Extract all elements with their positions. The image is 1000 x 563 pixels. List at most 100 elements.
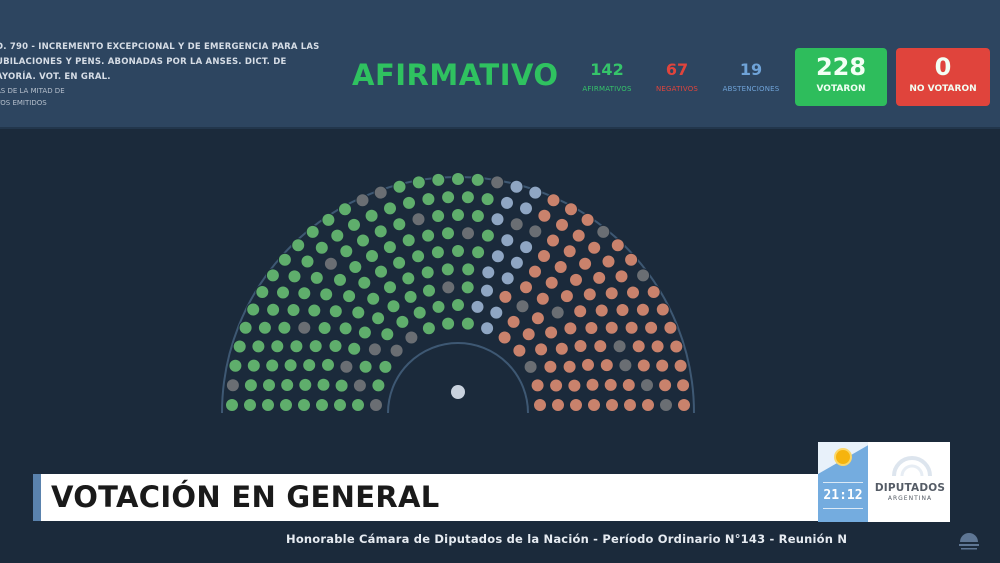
seat bbox=[257, 320, 272, 335]
seat bbox=[615, 303, 630, 317]
seat bbox=[380, 327, 395, 342]
seat bbox=[460, 280, 475, 295]
seat bbox=[333, 398, 347, 412]
seat bbox=[655, 302, 670, 317]
vote-header-panel: D. 790 - INCREMENTO EXCEPCIONAL Y DE EME… bbox=[0, 0, 1000, 129]
seat bbox=[277, 252, 292, 267]
seat bbox=[521, 327, 536, 342]
seat bbox=[371, 378, 386, 393]
seat bbox=[544, 325, 559, 340]
seat bbox=[592, 270, 607, 285]
seat bbox=[291, 238, 306, 253]
seat bbox=[605, 398, 619, 412]
news-ticker: Honorable Cámara de Diputados de la Naci… bbox=[286, 532, 848, 546]
seat bbox=[374, 264, 388, 279]
seat bbox=[251, 339, 266, 354]
seat bbox=[585, 377, 600, 392]
seat bbox=[650, 339, 665, 354]
seat bbox=[596, 224, 611, 239]
seat bbox=[535, 291, 550, 306]
seat bbox=[404, 330, 419, 345]
seat bbox=[232, 339, 247, 354]
seat bbox=[289, 339, 304, 354]
seat bbox=[480, 283, 494, 298]
seat bbox=[243, 398, 257, 412]
seat bbox=[677, 398, 691, 412]
seat bbox=[355, 193, 370, 208]
seat bbox=[509, 179, 524, 194]
seat bbox=[297, 398, 311, 412]
seat bbox=[480, 321, 495, 336]
seat bbox=[364, 208, 379, 223]
seat bbox=[490, 175, 505, 190]
seat bbox=[339, 244, 354, 259]
majority-line-1: AS DE LA MITAD DE bbox=[0, 87, 65, 95]
vote-result: AFIRMATIVO bbox=[352, 58, 559, 92]
seat bbox=[352, 378, 367, 393]
seat bbox=[658, 378, 673, 393]
seat bbox=[519, 240, 534, 255]
chamber-inner-arc bbox=[387, 342, 529, 414]
seat bbox=[317, 321, 332, 335]
seat bbox=[676, 378, 691, 393]
seat bbox=[567, 378, 582, 393]
seat bbox=[356, 233, 370, 248]
seat bbox=[389, 343, 404, 358]
seat bbox=[481, 265, 496, 280]
seat bbox=[635, 302, 650, 317]
seat bbox=[537, 208, 552, 223]
seat bbox=[279, 398, 293, 412]
seat bbox=[490, 212, 505, 227]
seat bbox=[342, 289, 357, 304]
seat bbox=[509, 255, 524, 270]
diputados-logo-box: 21:12 DIPUTADOS ARGENTINA bbox=[818, 442, 950, 522]
seat bbox=[528, 185, 543, 200]
seat bbox=[262, 378, 276, 393]
not-voted-box: 0 NO VOTARON bbox=[896, 48, 990, 106]
seat bbox=[470, 172, 485, 187]
seat bbox=[519, 280, 533, 295]
seat bbox=[255, 285, 270, 299]
seat bbox=[351, 398, 365, 412]
seat bbox=[334, 378, 349, 393]
seat bbox=[578, 256, 593, 271]
clock-time: 21:12 bbox=[823, 488, 863, 503]
seat bbox=[624, 320, 639, 335]
seat bbox=[534, 342, 549, 357]
seat bbox=[392, 217, 407, 232]
seat bbox=[421, 228, 436, 243]
seat bbox=[300, 254, 315, 269]
seat bbox=[569, 398, 583, 412]
seat bbox=[564, 202, 578, 217]
seat bbox=[307, 303, 322, 318]
seat bbox=[519, 201, 533, 216]
motion-description: D. 790 - INCREMENTO EXCEPCIONAL Y DE EME… bbox=[0, 40, 340, 109]
seat bbox=[265, 268, 280, 283]
seat bbox=[530, 378, 545, 393]
seat-grid bbox=[225, 172, 691, 412]
seat bbox=[412, 305, 427, 320]
seat bbox=[471, 245, 486, 260]
seat bbox=[314, 240, 329, 255]
seat bbox=[553, 260, 568, 274]
voted-value: 228 bbox=[815, 53, 867, 81]
seat bbox=[480, 228, 495, 243]
seat bbox=[270, 339, 285, 354]
seat bbox=[246, 358, 261, 373]
seat bbox=[500, 271, 515, 286]
seat bbox=[546, 193, 561, 208]
seat bbox=[369, 398, 383, 412]
seat bbox=[261, 398, 275, 412]
seat bbox=[328, 339, 343, 353]
seat bbox=[309, 270, 324, 285]
seat bbox=[441, 316, 456, 331]
seat bbox=[351, 305, 366, 320]
seat bbox=[228, 358, 243, 373]
seat bbox=[395, 314, 410, 329]
seat bbox=[366, 291, 381, 306]
seat bbox=[328, 304, 343, 319]
tally-negativos-value: 67 bbox=[665, 60, 689, 79]
logo-subtitle: ARGENTINA bbox=[887, 495, 933, 502]
seat bbox=[549, 378, 564, 393]
seat bbox=[581, 357, 595, 372]
